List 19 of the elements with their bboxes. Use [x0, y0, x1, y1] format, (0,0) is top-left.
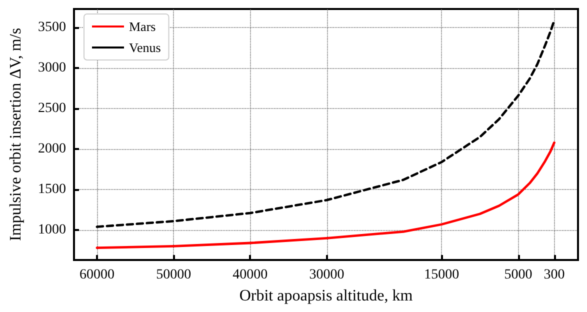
- y-tick-label: 3000: [38, 60, 66, 76]
- x-axis-title: Orbit apoapsis altitude, km: [239, 288, 414, 304]
- y-tick-label: 1500: [38, 182, 66, 198]
- y-tick-label: 2500: [38, 101, 66, 116]
- y-tick-label: 1000: [38, 222, 66, 238]
- x-tick-label: 50000: [156, 268, 192, 282]
- line-series: [96, 141, 556, 250]
- x-tick-label: 5000: [504, 268, 532, 282]
- x-tick-label: 60000: [79, 268, 114, 282]
- y-tick-label: 2000: [38, 142, 66, 157]
- x-tick-label: 15000: [424, 268, 460, 282]
- line-series: [96, 19, 556, 228]
- x-tick-label: 40000: [232, 268, 268, 282]
- x-tick-label: 300: [544, 268, 565, 282]
- y-axis-title: Impulsive orbit insertion ΔV, m/s: [8, 28, 24, 242]
- x-tick-label: 30000: [309, 268, 344, 282]
- legend-label: Mars: [129, 19, 156, 34]
- y-tick-label: 3500: [38, 20, 66, 36]
- legend-label: Venus: [129, 40, 161, 55]
